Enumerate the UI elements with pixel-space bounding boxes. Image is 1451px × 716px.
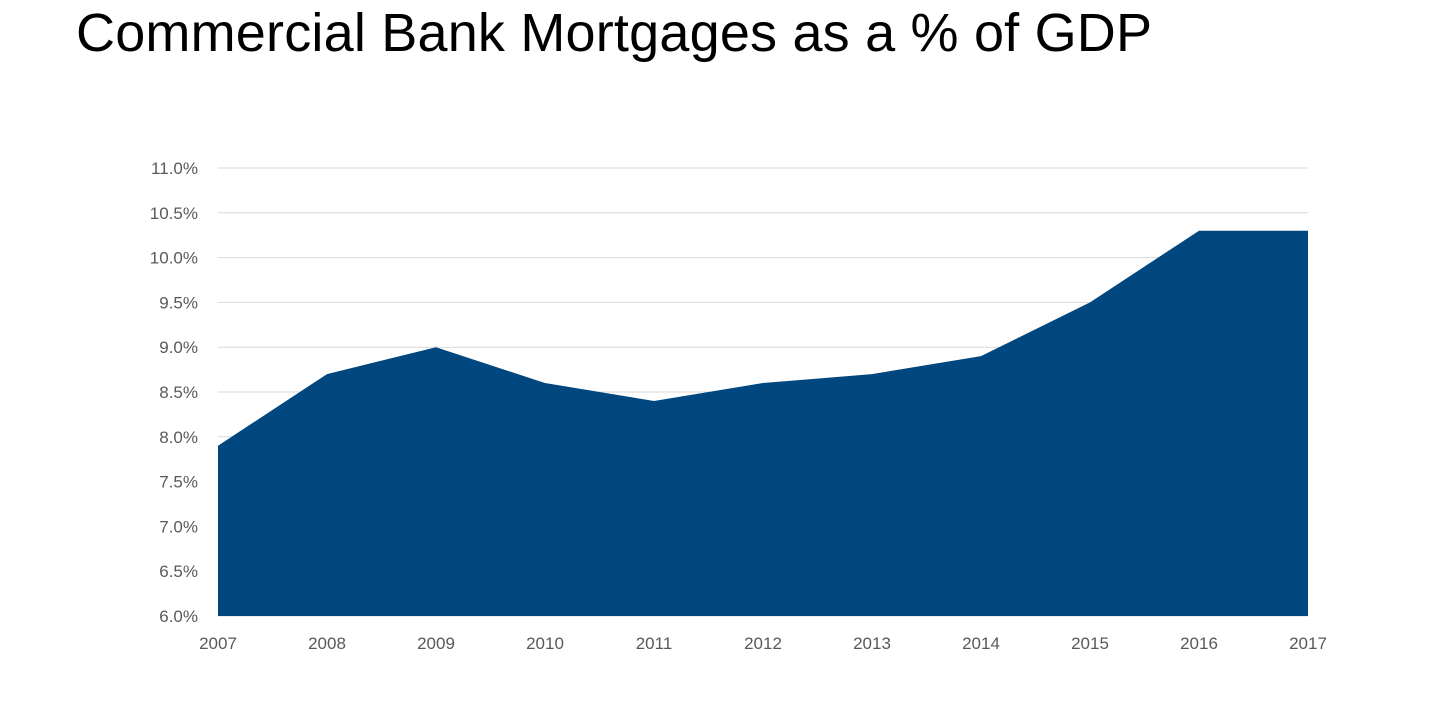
x-tick-label: 2014 (962, 634, 1000, 653)
y-axis: 6.0% 6.5% 7.0% 7.5% 8.0% 8.5% 9.0% 9.5% 10.0% 10.… (150, 159, 198, 626)
y-tick-label: 9.5% (159, 293, 198, 312)
y-tick-label: 7.0% (159, 517, 198, 536)
x-tick-label: 2007 (199, 634, 237, 653)
y-tick-label: 8.0% (159, 428, 198, 447)
x-axis: 2007 2008 2009 2010 2011 2012 2013 2014 2015 2016… (199, 634, 1327, 653)
x-tick-label: 2017 (1289, 634, 1327, 653)
chart-title: Commercial Bank Mortgages as a % of GDP (76, 3, 1153, 63)
x-tick-label: 2016 (1180, 634, 1218, 653)
y-tick-label: 9.0% (159, 338, 198, 357)
x-tick-label: 2011 (636, 634, 673, 653)
x-tick-label: 2009 (417, 634, 455, 653)
x-tick-label: 2013 (853, 634, 891, 653)
y-tick-label: 8.5% (159, 383, 198, 402)
area-fill (218, 230, 1308, 616)
y-tick-label: 7.5% (159, 473, 198, 492)
y-tick-label: 10.5% (150, 204, 198, 223)
y-tick-label: 11.0% (151, 159, 198, 178)
x-tick-label: 2010 (526, 634, 564, 653)
x-tick-label: 2015 (1071, 634, 1109, 653)
y-tick-label: 10.0% (150, 249, 198, 268)
x-tick-label: 2008 (308, 634, 346, 653)
x-tick-label: 2012 (744, 634, 782, 653)
y-tick-label: 6.5% (159, 562, 198, 581)
area-series (218, 230, 1308, 616)
y-tick-label: 6.0% (159, 607, 198, 626)
